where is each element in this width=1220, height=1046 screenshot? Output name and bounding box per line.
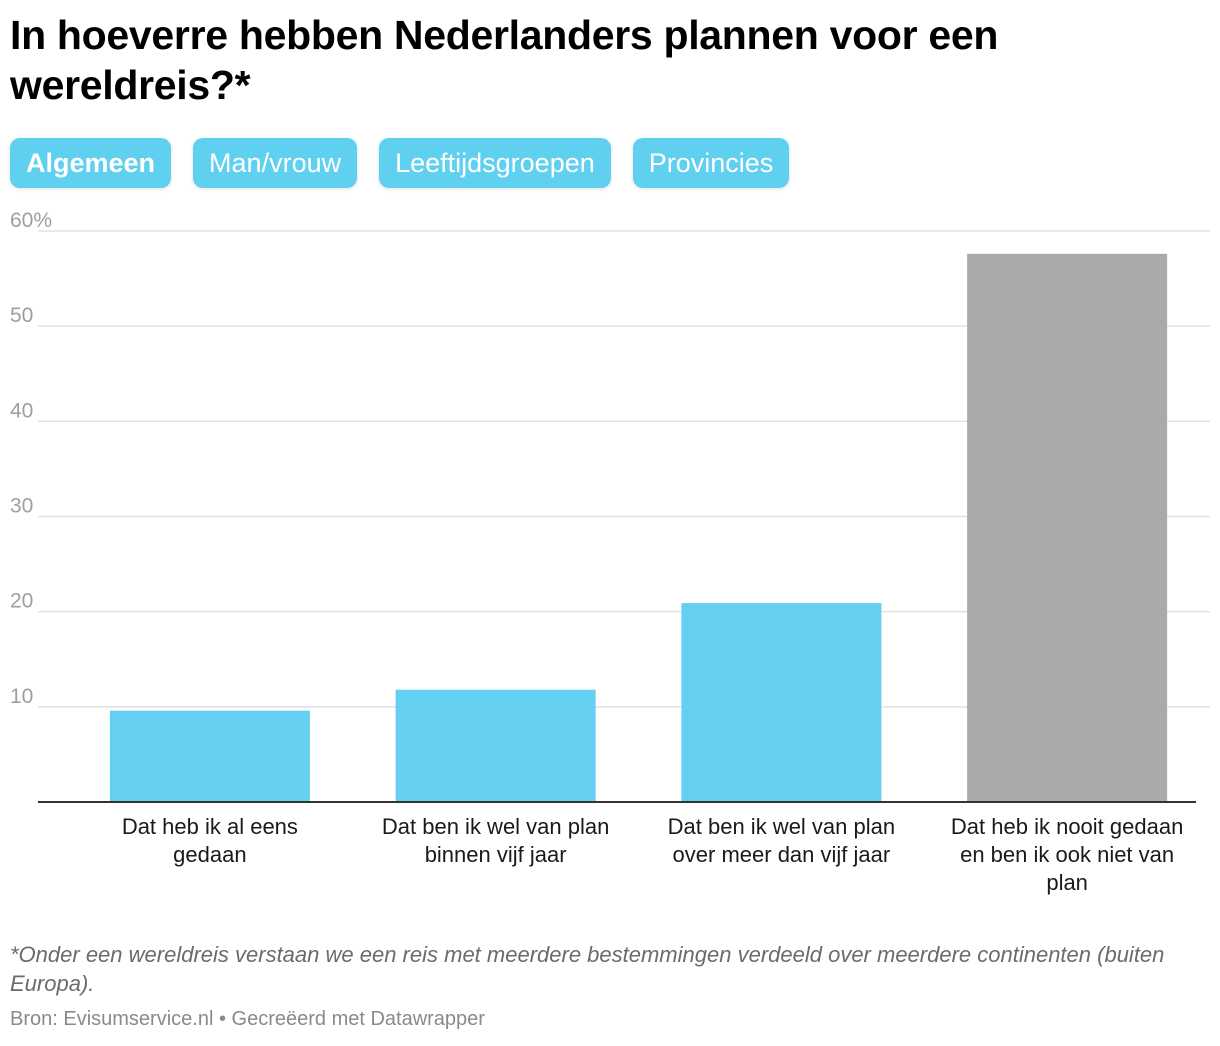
bar xyxy=(681,603,882,802)
x-tick-label: Dat ben ik wel van plan over meer dan vij… xyxy=(668,814,895,867)
tab-provincies[interactable]: Provincies xyxy=(632,138,790,188)
y-tick-label: 40 xyxy=(10,399,33,422)
tab-leeftijdsgroepen[interactable]: Leeftijdsgroepen xyxy=(379,138,611,188)
x-tick-label-line: en ben ik ook niet van xyxy=(960,842,1174,867)
x-tick-label-line: Dat ben ik wel van plan xyxy=(382,814,609,839)
x-tick-label-line: over meer dan vijf jaar xyxy=(673,842,891,867)
x-tick-label: Dat ben ik wel van plan binnen vijf jaar xyxy=(382,814,609,867)
y-axis-ticks: 10 20 30 40 50 60% xyxy=(10,210,52,708)
y-tick-label: 30 xyxy=(10,495,33,518)
x-tick-label-line: Dat ben ik wel van plan xyxy=(668,814,895,839)
chart-title: In hoeverre hebben Nederlanders plannen … xyxy=(10,12,999,108)
x-tick-label: Dat heb ik nooit gedaan en ben ik ook nie… xyxy=(951,814,1183,895)
bar xyxy=(395,689,596,802)
x-tick-label: Dat heb ik al eens gedaan xyxy=(122,814,298,867)
x-tick-label-line: Dat heb ik nooit gedaan xyxy=(951,814,1183,839)
x-axis-labels: Dat heb ik al eens gedaan Dat ben ik wel v… xyxy=(122,814,1184,895)
x-tick-label-line: Dat heb ik al eens xyxy=(122,814,298,839)
bar xyxy=(109,710,310,802)
tab-algemeen[interactable]: Algemeen xyxy=(10,138,172,188)
y-tick-label: 60% xyxy=(10,210,52,232)
y-tick-label: 10 xyxy=(10,685,33,708)
footnote: *Onder een wereldreis verstaan we een re… xyxy=(10,942,1165,996)
x-tick-label-line: gedaan xyxy=(173,842,246,867)
x-tick-label-line: plan xyxy=(1046,870,1088,895)
bar xyxy=(967,253,1168,803)
tab-man-vrouw[interactable]: Man/vrouw xyxy=(193,138,358,188)
y-tick-label: 50 xyxy=(10,304,33,327)
y-tick-label: 20 xyxy=(10,590,33,613)
bars xyxy=(109,253,1168,803)
view-tabs: Algemeen Man/vrouw Leeftijdsgroepen Prov… xyxy=(10,138,790,188)
x-tick-label-line: binnen vijf jaar xyxy=(425,842,567,867)
source-credit: Bron: Evisumservice.nl • Gecreëerd met D… xyxy=(10,1008,485,1030)
